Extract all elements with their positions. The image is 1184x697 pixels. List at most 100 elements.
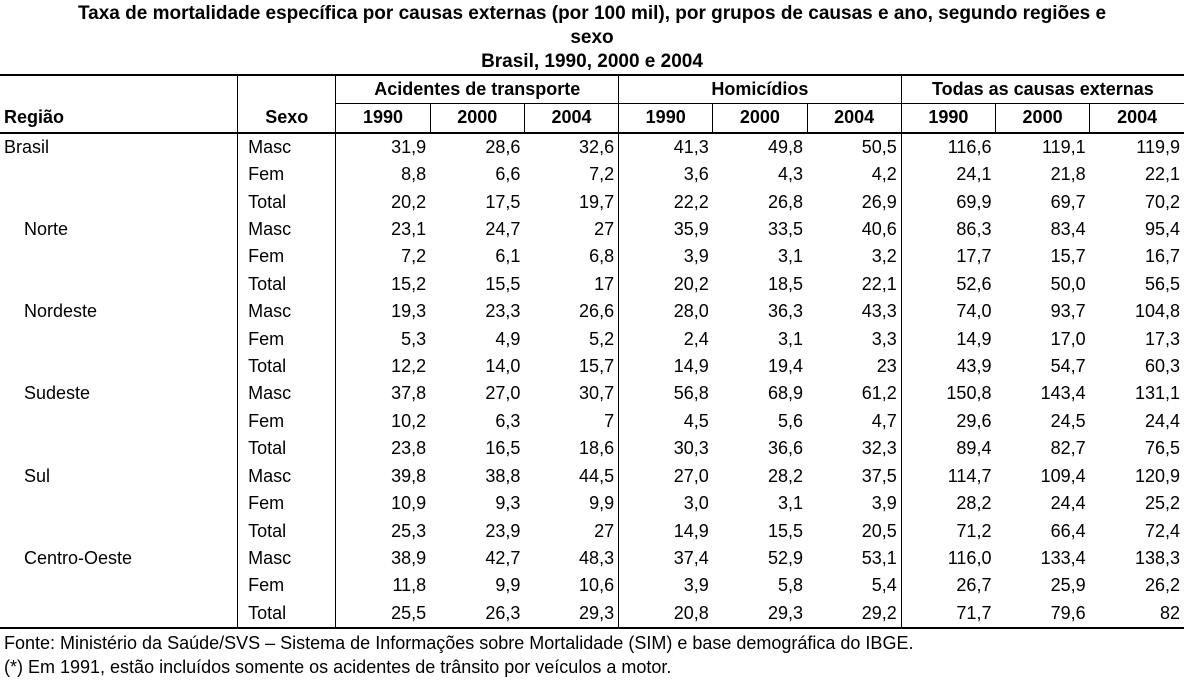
sex-cell: Total <box>248 191 287 212</box>
value-cell: 18,6 <box>579 438 615 459</box>
value-cell: 27 <box>594 520 615 541</box>
value-cell: 37,5 <box>861 465 897 486</box>
value-cell: 15,7 <box>579 356 615 377</box>
value-cell: 56,8 <box>618 380 713 408</box>
value-cell: 30,3 <box>618 435 713 463</box>
value-cell: 4,3 <box>778 164 804 185</box>
value-cell: 3,1 <box>778 328 804 349</box>
value-cell: 31,9 <box>335 132 431 162</box>
value-cell: 53,1 <box>861 547 897 568</box>
value-cell: 14,9 <box>618 353 713 381</box>
value-cell: 24,7 <box>485 219 521 240</box>
region-cell: Centro-Oeste <box>0 544 239 573</box>
sex-cell: Total <box>248 438 287 459</box>
value-cell: 39,8 <box>335 462 431 491</box>
value-cell: 14,9 <box>900 325 996 354</box>
value-cell: 22,2 <box>618 188 713 217</box>
value-cell: 150,8 <box>900 380 996 408</box>
value-cell: 71,7 <box>900 599 996 630</box>
value-cell: 9,9 <box>589 493 615 514</box>
value-cell: 6,3 <box>495 410 521 431</box>
value-cell: 93,7 <box>1050 301 1086 322</box>
value-cell: 54,7 <box>1050 356 1086 377</box>
sex-cell: Masc <box>248 465 292 486</box>
value-cell: 41,3 <box>618 132 713 162</box>
value-cell: 26,6 <box>579 301 615 322</box>
value-cell: 5,4 <box>871 575 897 596</box>
value-cell: 23,9 <box>485 520 521 541</box>
year-header: 2004 <box>806 103 902 134</box>
value-cell: 82,7 <box>1050 438 1086 459</box>
value-cell: 116,0 <box>900 544 996 573</box>
title-line-3: Brasil, 1990, 2000 e 2004 <box>481 51 703 72</box>
sex-cell: Fem <box>248 493 285 514</box>
region-cell <box>0 325 239 354</box>
value-cell: 82 <box>1089 599 1184 630</box>
value-cell: 48,3 <box>579 547 615 568</box>
region-cell: Brasil <box>0 132 239 162</box>
value-cell: 28,2 <box>900 490 996 518</box>
value-cell: 5,8 <box>778 575 804 596</box>
sex-cell: Fem <box>248 164 285 185</box>
value-cell: 61,2 <box>861 383 897 404</box>
year-header: 2000 <box>994 103 1090 134</box>
header-blank-region <box>0 74 239 104</box>
value-cell: 95,4 <box>1144 219 1180 240</box>
value-cell: 20,8 <box>618 599 713 630</box>
value-cell: 21,8 <box>1050 164 1086 185</box>
value-cell: 3,9 <box>618 572 713 600</box>
value-cell: 71,2 <box>900 517 996 545</box>
region-cell <box>0 435 239 463</box>
footnote: (*) Em 1991, estão incluídos somente os … <box>4 657 672 678</box>
region-cell: Nordeste <box>0 298 239 326</box>
table-row: Total 23,8 16,5 18,6 30,3 36,6 32,3 89,4 82,7 76,… <box>0 435 1184 463</box>
value-cell: 4,5 <box>618 407 713 436</box>
value-cell: 17,0 <box>1050 328 1086 349</box>
sex-cell: Masc <box>248 301 292 322</box>
value-cell: 83,4 <box>1050 219 1086 240</box>
value-cell: 33,5 <box>767 219 804 240</box>
value-cell: 22,1 <box>1144 164 1180 185</box>
sex-cell: Fem <box>248 246 285 267</box>
value-cell: 70,2 <box>1144 191 1180 212</box>
year-header: 1990 <box>335 103 431 134</box>
value-cell: 60,3 <box>1144 356 1180 377</box>
table-row: Centro-Oeste Masc 38,9 42,7 48,3 37,4 52,9 53,1… <box>0 544 1184 573</box>
value-cell: 24,4 <box>1144 410 1180 431</box>
value-cell: 4,2 <box>871 164 897 185</box>
value-cell: 37,8 <box>335 380 431 408</box>
value-cell: 15,5 <box>767 520 804 541</box>
value-cell: 24,5 <box>1050 410 1086 431</box>
group-header-homicides: Homicídios <box>618 74 902 105</box>
value-cell: 3,3 <box>871 328 897 349</box>
value-cell: 16,7 <box>1144 246 1180 267</box>
value-cell: 119,1 <box>1041 136 1086 157</box>
table-row: Fem 7,2 6,1 6,8 3,9 3,1 3,2 17,7 15,7 16,7 <box>0 243 1184 271</box>
value-cell: 10,2 <box>335 407 431 436</box>
region-cell <box>0 517 239 545</box>
value-cell: 72,4 <box>1144 520 1180 541</box>
value-cell: 29,2 <box>807 599 902 630</box>
title-line-1: Taxa de mortalidade específica por causa… <box>77 3 1107 24</box>
region-cell <box>0 572 239 600</box>
value-cell: 69,7 <box>1050 191 1086 212</box>
sex-cell: Total <box>248 356 287 377</box>
table-body: Brasil Masc 31,9 28,6 32,6 41,3 49,8 50,5 116,6 1… <box>0 132 1184 630</box>
sex-cell: Total <box>248 520 287 541</box>
value-cell: 5,3 <box>335 325 431 354</box>
value-cell: 32,3 <box>861 438 897 459</box>
group-header-transport: Acidentes de transporte <box>335 74 619 105</box>
value-cell: 76,5 <box>1144 438 1180 459</box>
value-cell: 3,9 <box>618 243 713 271</box>
value-cell: 3,1 <box>778 246 804 267</box>
table-notes: Fonte: Ministério da Saúde/SVS – Sistema… <box>0 631 1184 679</box>
table-row: Fem 10,2 6,3 7 4,5 5,6 4,7 29,6 24,5 24,4 <box>0 407 1184 436</box>
value-cell: 120,9 <box>1134 465 1180 486</box>
year-header: 2000 <box>429 103 525 134</box>
value-cell: 17,3 <box>1144 328 1180 349</box>
year-header: 1990 <box>618 103 713 134</box>
table-row: Total 25,5 26,3 29,3 20,8 29,3 29,2 71,7 79,6 82 <box>0 599 1184 630</box>
value-cell: 19,4 <box>767 356 804 377</box>
region-cell: Sudeste <box>0 380 239 408</box>
value-cell: 9,3 <box>495 493 521 514</box>
